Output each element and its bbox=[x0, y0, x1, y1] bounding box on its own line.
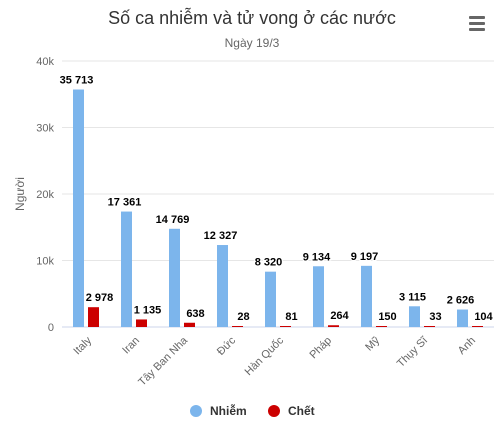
chart-title: Số ca nhiễm và tử vong ở các nước bbox=[108, 8, 396, 28]
data-label: 8 320 bbox=[255, 257, 283, 269]
x-tick-label: Hàn Quốc bbox=[243, 334, 287, 378]
data-label: 14 769 bbox=[156, 214, 190, 226]
bar-infected bbox=[361, 265, 372, 327]
bars bbox=[73, 89, 483, 328]
chart-subtitle: Ngày 19/3 bbox=[224, 36, 280, 50]
bar-infected bbox=[169, 228, 180, 327]
x-tick-label: Pháp bbox=[307, 335, 334, 362]
grid-lines bbox=[62, 60, 494, 328]
x-tick-label: Italy bbox=[71, 334, 94, 357]
legend-item-infected[interactable]: Nhiễm bbox=[190, 404, 247, 418]
data-label: 264 bbox=[330, 310, 349, 322]
bar-infected bbox=[265, 271, 276, 327]
data-label: 9 134 bbox=[303, 251, 331, 263]
bar-infected bbox=[217, 245, 228, 327]
x-tick-label: Anh bbox=[456, 335, 478, 357]
data-label: 2 626 bbox=[447, 295, 475, 307]
bar-deaths bbox=[328, 325, 339, 327]
data-labels: 35 713 2 978 17 361 1 135 14 769 638 12 327 28 8… bbox=[58, 73, 494, 324]
legend-label: Nhiễm bbox=[210, 404, 247, 418]
legend-dot-icon bbox=[268, 405, 280, 417]
y-tick-label: 10k bbox=[36, 256, 54, 268]
data-label: 33 bbox=[429, 311, 441, 323]
data-label: 12 327 bbox=[204, 230, 238, 242]
bar-infected bbox=[313, 266, 324, 327]
legend: Nhiễm Chết bbox=[0, 404, 504, 424]
data-label: 9 197 bbox=[351, 251, 379, 263]
y-tick-label: 0 bbox=[48, 322, 54, 334]
hamburger-menu-icon[interactable] bbox=[466, 14, 488, 34]
bar-infected bbox=[409, 306, 420, 327]
bar-deaths bbox=[232, 326, 243, 327]
data-label: 1 135 bbox=[134, 304, 162, 316]
bar-deaths bbox=[184, 322, 195, 327]
bar-deaths bbox=[376, 326, 387, 327]
bar-deaths bbox=[88, 307, 99, 327]
x-tick-label: Mỹ bbox=[363, 334, 382, 353]
data-label: 17 361 bbox=[108, 197, 142, 209]
bar-deaths bbox=[280, 326, 291, 327]
x-tick-label: Iran bbox=[120, 335, 142, 357]
chart-plot: 0 10k 20k 30k 40k Người 35 713 2 978 17 361 1 13… bbox=[13, 56, 495, 389]
legend-label: Chết bbox=[288, 404, 315, 418]
y-axis: 0 10k 20k 30k 40k Người bbox=[13, 56, 54, 334]
data-label: 638 bbox=[186, 308, 204, 320]
x-tick-label: Thụy Sĩ bbox=[395, 334, 431, 370]
x-tick-label: Tây Ban Nha bbox=[136, 334, 191, 389]
y-axis-title: Người bbox=[13, 177, 27, 211]
bar-infected bbox=[457, 309, 468, 327]
data-label: 28 bbox=[237, 311, 249, 323]
data-label: 35 713 bbox=[60, 75, 94, 87]
bar-infected bbox=[121, 211, 132, 327]
legend-item-deaths[interactable]: Chết bbox=[268, 404, 315, 418]
x-tick-label: Đức bbox=[215, 334, 239, 358]
y-tick-label: 40k bbox=[36, 56, 54, 68]
data-label: 3 115 bbox=[399, 291, 426, 303]
data-label: 150 bbox=[378, 311, 396, 323]
y-tick-label: 30k bbox=[36, 123, 54, 135]
bar-deaths bbox=[472, 326, 483, 327]
data-label: 104 bbox=[474, 311, 493, 323]
data-label: 2 978 bbox=[86, 292, 114, 304]
legend-dot-icon bbox=[190, 405, 202, 417]
data-label: 81 bbox=[285, 311, 297, 323]
bar-infected bbox=[73, 89, 84, 328]
bar-deaths bbox=[136, 319, 147, 327]
bar-deaths bbox=[424, 326, 435, 327]
y-tick-label: 20k bbox=[36, 189, 54, 201]
